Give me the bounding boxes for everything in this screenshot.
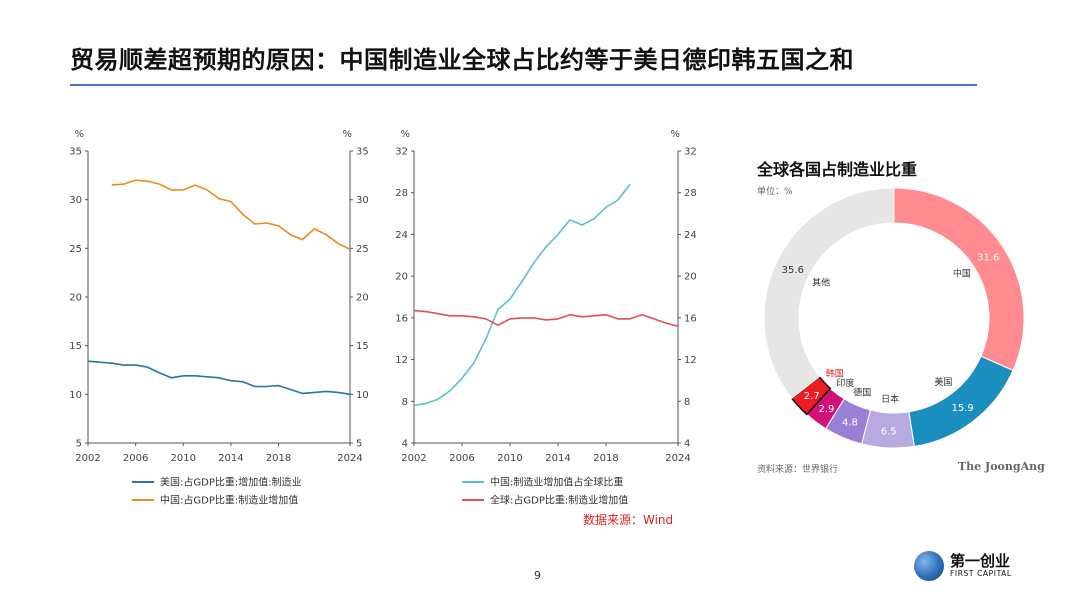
first-capital-logo: 第一创业 FIRST CAPITAL (914, 550, 1034, 584)
donut-value-label: 6.5 (881, 426, 897, 437)
donut-category-label: 中国 (953, 268, 971, 280)
right-tick-label: 15 (356, 341, 369, 352)
left-tick-label: 32 (395, 147, 408, 158)
x-tick-label: 2018 (593, 453, 618, 464)
right-tick-label: 20 (356, 293, 369, 304)
x-tick-label: 2006 (449, 453, 474, 464)
donut-category-label: 德国 (853, 387, 871, 399)
legend-label: 美国:占GDP比重:增加值:制造业 (160, 476, 302, 489)
x-tick-label: 2014 (218, 453, 243, 464)
left-tick-label: 10 (69, 390, 82, 401)
donut-value-label: 35.6 (782, 265, 804, 276)
donut-value-label: 2.7 (804, 391, 820, 402)
right-tick-label: 10 (356, 390, 369, 401)
left-tick-label: 28 (395, 188, 408, 199)
donut-brand: The JoongAng (958, 460, 1045, 473)
donut-slice (908, 355, 1014, 447)
donut-title: 全球各国占制造业比重 (757, 160, 918, 179)
right-tick-label: 32 (684, 147, 697, 158)
donut-category-label: 其他 (812, 277, 830, 289)
left-tick-label: 30 (69, 195, 82, 206)
left-tick-label: 25 (69, 244, 82, 255)
left-tick-label: 20 (69, 293, 82, 304)
left-tick-label: 8 (402, 397, 408, 408)
x-tick-label: 2024 (337, 453, 362, 464)
left-tick-label: 4 (402, 439, 408, 450)
donut-value-label: 15.9 (952, 403, 974, 414)
legend-label: 中国:占GDP比重:制造业增加值 (160, 494, 298, 507)
donut-category-label: 日本 (881, 393, 899, 405)
series-line (87, 360, 351, 396)
x-tick-label: 2002 (401, 453, 426, 464)
x-tick-label: 2010 (171, 453, 196, 464)
donut-category-label: 印度 (836, 377, 854, 389)
x-tick-label: 2024 (665, 453, 690, 464)
right-axis-unit: % (342, 129, 352, 140)
left-tick-label: 12 (395, 355, 408, 366)
left-axis-unit: % (74, 129, 84, 140)
left-tick-label: 16 (395, 313, 408, 324)
right-axis-unit: % (670, 129, 680, 140)
title-rule (70, 84, 977, 86)
donut-category-label: 美国 (934, 376, 952, 388)
left-tick-label: 20 (395, 272, 408, 283)
right-tick-label: 25 (356, 244, 369, 255)
series-line (111, 179, 351, 251)
donut-value-label: 2.9 (818, 404, 834, 415)
right-tick-label: 20 (684, 272, 697, 283)
left-axis-unit: % (400, 129, 410, 140)
right-tick-label: 5 (356, 439, 362, 450)
donut-source: 资料来源：世界银行 (757, 465, 839, 475)
x-tick-label: 2014 (545, 453, 570, 464)
right-tick-label: 4 (684, 439, 690, 450)
right-tick-label: 12 (684, 355, 697, 366)
donut-unit-label: 单位：% (757, 187, 793, 197)
left-tick-label: 24 (395, 230, 408, 241)
logo-english-name: FIRST CAPITAL (950, 569, 1012, 578)
left-tick-label: 5 (76, 439, 82, 450)
legend-label: 全球:占GDP比重:制造业增加值 (490, 494, 628, 507)
logo-chinese-name: 第一创业 (950, 552, 1011, 570)
page-number: 9 (534, 569, 541, 582)
x-tick-label: 2006 (123, 453, 148, 464)
donut-slice (763, 187, 895, 400)
right-tick-label: 16 (684, 313, 697, 324)
legend-label: 中国:制造业增加值占全球比重 (490, 476, 623, 489)
left-tick-label: 15 (69, 341, 82, 352)
series-line (413, 309, 679, 327)
x-tick-label: 2018 (266, 453, 291, 464)
series-line (413, 183, 631, 407)
right-tick-label: 8 (684, 397, 690, 408)
right-tick-label: 24 (684, 230, 697, 241)
right-tick-label: 35 (356, 147, 369, 158)
x-tick-label: 2010 (497, 453, 522, 464)
globe-icon (914, 551, 944, 581)
slide-title: 贸易顺差超预期的原因：中国制造业全球占比约等于美日德印韩五国之和 (70, 46, 854, 74)
right-tick-label: 30 (356, 195, 369, 206)
source-note: 数据来源：Wind (583, 513, 674, 527)
left-tick-label: 35 (69, 147, 82, 158)
donut-category-label: 韩国 (826, 367, 844, 379)
x-tick-label: 2002 (75, 453, 100, 464)
donut-value-label: 4.8 (842, 418, 858, 429)
donut-value-label: 31.6 (977, 253, 999, 264)
right-tick-label: 28 (684, 188, 697, 199)
